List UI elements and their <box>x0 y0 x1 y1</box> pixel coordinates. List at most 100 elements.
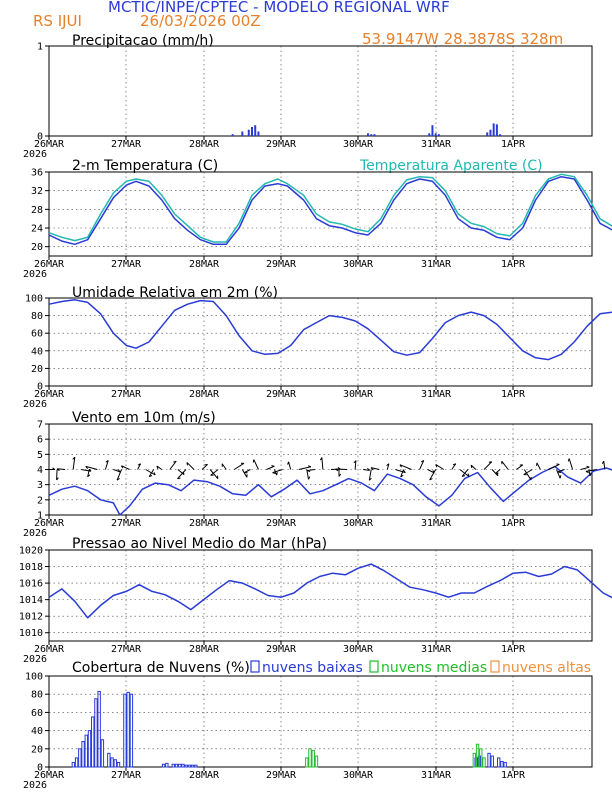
precip-xtick-label: 26MAR <box>34 139 65 150</box>
wind-barb-head <box>156 465 159 470</box>
rh-xtick-label: 29MAR <box>266 389 297 400</box>
wind-barb <box>298 466 312 470</box>
precip-bar <box>247 129 250 136</box>
cloud-bar-low <box>107 752 111 768</box>
rh-xtick-label: 28MAR <box>189 389 220 400</box>
cloud-bar-mid <box>472 752 477 768</box>
wind-barb-head <box>52 467 56 470</box>
clouds-frame <box>48 675 593 768</box>
precip-bar <box>486 132 489 136</box>
cloud-bar-low <box>81 741 85 768</box>
wind-xtick-label: 28MAR <box>189 518 220 529</box>
wind-barb <box>427 469 435 474</box>
wind-barb-head <box>585 470 589 474</box>
wind-barb-head <box>400 474 404 478</box>
clouds-xtick-label: 29MAR <box>266 770 297 781</box>
rh-ytick-label: 80 <box>31 311 43 322</box>
wind-barb <box>603 461 606 470</box>
clouds-xtick-label: 26MAR <box>34 770 65 781</box>
wind-barb <box>483 461 493 470</box>
wind-barb <box>156 465 163 470</box>
wind-barb <box>104 460 109 470</box>
wind-ytick-label: 6 <box>37 435 43 446</box>
rh-xtick-label: 27MAR <box>111 389 142 400</box>
precip-bar <box>434 133 437 136</box>
wind-barb <box>169 460 177 470</box>
rh-xtick-label: 31MAR <box>421 389 452 400</box>
wind-xtick-label: 27MAR <box>111 518 142 529</box>
clouds-ytick-label: 100 <box>25 672 43 683</box>
wind-barb <box>368 469 372 481</box>
wind-barb <box>435 463 444 470</box>
rh-frame <box>48 297 593 387</box>
header-run: 26/03/2026 00Z <box>140 12 261 30</box>
wind-barb-head <box>335 468 339 472</box>
wind-barb-head <box>173 460 177 463</box>
wind-barb <box>419 460 425 470</box>
rh-xtick-label: 26MAR <box>34 389 65 400</box>
wind-xtick-label: 30MAR <box>343 518 374 529</box>
wind-xtick-label: 31MAR <box>421 518 452 529</box>
temp-ytick-label: 32 <box>31 186 43 197</box>
wind-barb <box>186 462 195 470</box>
wind-barb-head <box>557 471 562 474</box>
pressure-xtick-label: 26MAR <box>34 644 65 655</box>
wind-barb <box>585 469 597 472</box>
wind-barb <box>72 457 76 470</box>
pressure-series-line-0 <box>48 563 612 619</box>
wind-barb <box>335 468 348 470</box>
cloud-bar-low <box>129 693 134 768</box>
wind-barb-head <box>272 472 276 475</box>
precip-xtick-label: 29MAR <box>266 139 297 150</box>
wind-barb <box>470 464 477 470</box>
wind-barb-head <box>148 475 153 478</box>
pressure-xtick-label: 28MAR <box>189 644 220 655</box>
wind-barb <box>523 469 533 475</box>
precip-bar <box>489 129 492 136</box>
wind-ytick-label: 1 <box>37 511 43 522</box>
wind-panel: Vento em 10m (m/s) 1 2 3 4 5 6 7 26MAR 27MAR 28MA… <box>23 410 612 539</box>
wind-barb <box>177 469 187 480</box>
legend-high-swatch <box>490 660 500 673</box>
wind-barb-head <box>367 467 370 471</box>
wind-barb <box>85 465 98 470</box>
clouds-xtick-label: 27MAR <box>111 770 142 781</box>
legend-low-label: nuvens baixas <box>262 660 363 676</box>
wind-barb <box>523 469 532 481</box>
wind-series-line-0 <box>48 465 612 516</box>
wind-barb-head <box>153 472 156 476</box>
precip-bar <box>367 133 369 136</box>
wind-barb <box>386 463 390 470</box>
pressure-ytick-label: 1016 <box>19 579 43 590</box>
cloud-bar-low <box>91 716 95 768</box>
wind-year-label: 2026 <box>23 528 47 539</box>
precip-ytick-label: 1 <box>37 42 43 53</box>
wind-barb <box>557 469 565 473</box>
precip-xtick-label: 1APR <box>501 139 526 150</box>
cloud-bar-low <box>100 739 105 768</box>
wind-barb-head <box>137 463 141 466</box>
wind-barb <box>495 469 501 474</box>
wind-barb-head <box>307 470 311 473</box>
cloud-bar-low <box>87 730 92 768</box>
wind-barb-head <box>601 460 605 464</box>
precip-xtick-label: 27MAR <box>111 139 142 150</box>
temp-xtick-label: 1APR <box>501 259 526 270</box>
precip-xtick-label: 28MAR <box>189 139 220 150</box>
wind-barb <box>272 469 283 474</box>
wind-barb <box>210 469 219 476</box>
wind-barb-head <box>586 465 590 468</box>
pressure-frame <box>48 549 593 642</box>
cloud-bar-low <box>490 755 494 768</box>
temp-year-label: 2026 <box>23 269 47 280</box>
wind-barb <box>307 469 315 471</box>
cloud-bar-low <box>194 764 198 768</box>
temp-xtick-label: 26MAR <box>34 259 65 270</box>
wind-barb <box>253 459 259 470</box>
wind-barb <box>121 465 130 470</box>
rh-panel: Umidade Relativa em 2m (%) 0 20 40 60 80 100 2… <box>23 285 612 410</box>
wind-barb <box>274 469 278 476</box>
wind-barb-head <box>338 473 342 477</box>
cloud-bar-mid <box>314 755 319 768</box>
cloud-bar-mid <box>308 748 312 768</box>
